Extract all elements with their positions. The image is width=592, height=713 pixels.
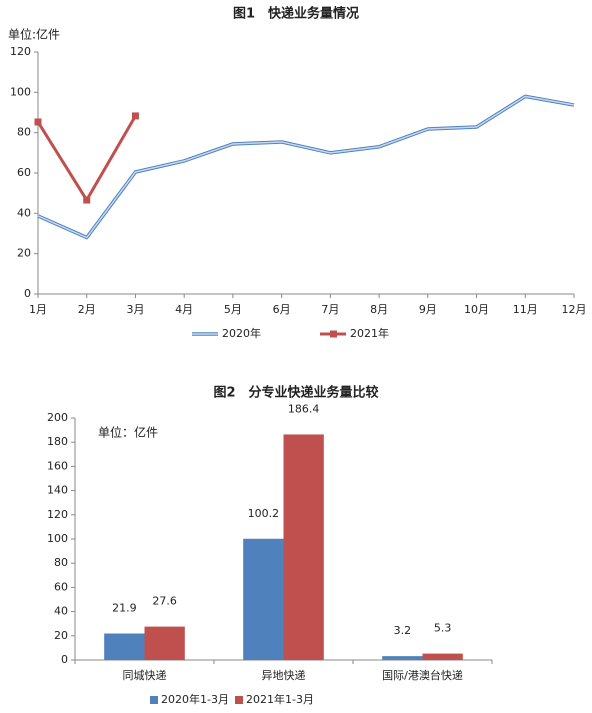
- x-tick-label: 5月: [224, 303, 242, 316]
- y-tick-label: 60: [17, 166, 31, 179]
- data-label: 186.4: [288, 402, 320, 415]
- bar: [283, 434, 324, 660]
- legend-label: 2020年: [222, 326, 261, 340]
- x-tick-label: 1月: [29, 303, 47, 316]
- marker: [83, 196, 91, 204]
- legend-swatch: [235, 696, 243, 704]
- x-tick-label: 7月: [321, 303, 339, 316]
- marker: [131, 112, 139, 120]
- y-tick-label: 80: [54, 556, 68, 569]
- legend-label: 2020年1-3月: [161, 692, 229, 706]
- bar: [243, 538, 284, 660]
- y-tick-label: 140: [47, 484, 68, 497]
- legend-label: 2021年1-3月: [246, 692, 314, 706]
- y-tick-label: 0: [24, 287, 31, 300]
- y-tick-label: 20: [54, 629, 68, 642]
- y-tick-label: 100: [10, 85, 31, 98]
- data-label: 100.2: [248, 507, 280, 520]
- x-tick-label: 3月: [126, 303, 144, 316]
- x-tick-label: 异地快递: [262, 668, 306, 682]
- legend-label: 2021年: [350, 326, 389, 340]
- y-tick-label: 80: [17, 126, 31, 139]
- x-tick-label: 9月: [419, 303, 437, 316]
- y-tick-label: 200: [47, 411, 68, 424]
- y-tick-label: 100: [47, 532, 68, 545]
- x-tick-label: 国际/港澳台快递: [382, 668, 463, 682]
- chart-title: 图2 分专业快递业务量比较: [213, 385, 378, 401]
- legend-marker: [330, 330, 337, 338]
- x-tick-label: 12月: [562, 303, 587, 316]
- marker: [34, 118, 42, 126]
- bar: [382, 656, 423, 660]
- y-tick-label: 40: [17, 206, 31, 219]
- chart-title: 图1 快递业务量情况: [233, 6, 359, 22]
- data-label: 3.2: [394, 624, 412, 637]
- series-line-inner: [37, 95, 575, 239]
- y-tick-label: 0: [61, 653, 68, 666]
- x-tick-label: 4月: [175, 303, 193, 316]
- bar: [422, 653, 463, 660]
- y-tick-label: 120: [47, 508, 68, 521]
- x-tick-label: 2月: [78, 303, 96, 316]
- unit-label: 单位:亿件: [8, 27, 60, 42]
- bar: [104, 633, 145, 660]
- x-tick-label: 8月: [370, 303, 388, 316]
- x-tick-label: 同城快递: [123, 668, 167, 682]
- y-tick-label: 180: [47, 435, 68, 448]
- legend-swatch: [150, 696, 158, 704]
- x-tick-label: 6月: [273, 303, 291, 316]
- y-tick-label: 60: [54, 580, 68, 593]
- unit-label: 单位：亿件: [98, 425, 158, 440]
- x-tick-label: 10月: [464, 303, 489, 316]
- y-tick-label: 160: [47, 459, 68, 472]
- data-label: 5.3: [434, 622, 452, 635]
- y-tick-label: 120: [10, 45, 31, 58]
- y-tick-label: 40: [54, 605, 68, 618]
- x-tick-label: 11月: [513, 303, 538, 316]
- y-tick-label: 20: [17, 247, 31, 260]
- data-label: 27.6: [152, 595, 177, 608]
- bar: [144, 626, 185, 660]
- data-label: 21.9: [112, 602, 137, 615]
